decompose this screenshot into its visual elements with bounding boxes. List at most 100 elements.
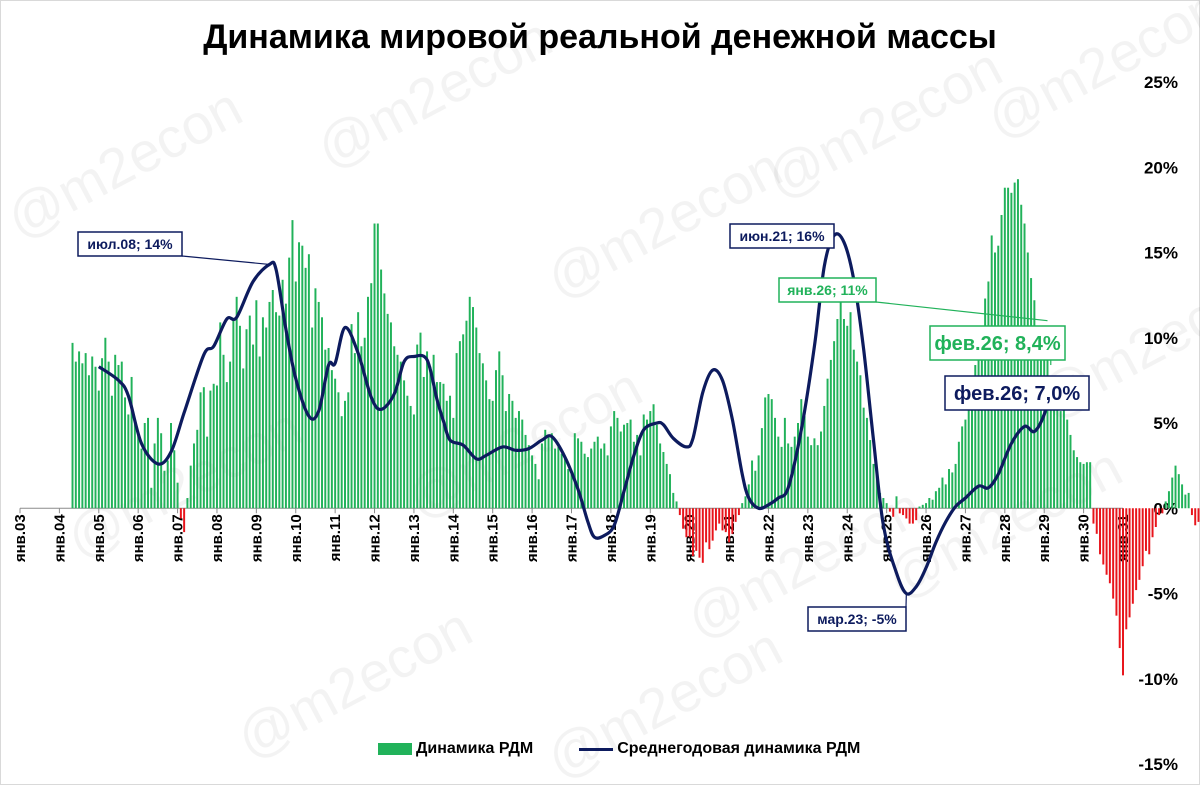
bar: [616, 417, 619, 509]
bar: [94, 366, 97, 509]
bar: [1144, 508, 1147, 551]
bar: [258, 356, 261, 509]
bar: [1062, 397, 1065, 509]
bar: [724, 508, 727, 533]
bar: [695, 508, 698, 551]
bar: [954, 463, 957, 509]
bar: [78, 351, 81, 509]
bar: [1043, 334, 1046, 509]
bar: [557, 446, 560, 509]
bar: [281, 279, 284, 509]
bar: [498, 351, 501, 509]
bar: [977, 347, 980, 509]
bar: [862, 407, 865, 509]
x-tick-label: янв.14: [445, 514, 462, 563]
bar: [160, 433, 163, 509]
bar: [603, 443, 606, 509]
bar: [1135, 508, 1138, 591]
bar: [179, 508, 182, 519]
annotation-box: [944, 375, 1090, 411]
bar: [1082, 463, 1085, 509]
legend-swatch-line: [579, 747, 614, 751]
bar: [426, 351, 429, 509]
bar: [580, 441, 583, 509]
bar: [1089, 462, 1092, 509]
bar: [176, 482, 179, 509]
bar: [537, 479, 540, 509]
bar: [1151, 508, 1154, 538]
annotation-box: [77, 231, 183, 257]
bar: [806, 436, 809, 509]
bar: [265, 327, 268, 509]
annotation-box: [778, 277, 877, 303]
bar: [888, 508, 891, 512]
bar: [823, 405, 826, 509]
bar: [1102, 508, 1105, 565]
bar: [1187, 492, 1190, 509]
bar: [718, 508, 721, 524]
bar: [800, 399, 803, 509]
annotation-feb26-bar: фев.26; 8,4%: [929, 325, 1066, 366]
bar: [895, 496, 898, 509]
bar: [412, 414, 415, 509]
bar: [731, 508, 734, 534]
bar: [209, 390, 212, 509]
bar: [186, 498, 189, 509]
bar: [1092, 508, 1095, 524]
bar: [462, 334, 465, 509]
x-tick-label: янв.23: [800, 514, 817, 562]
bar: [1131, 508, 1134, 604]
bar: [301, 245, 304, 509]
bar: [1105, 508, 1108, 575]
bar: [573, 433, 576, 509]
bar: [780, 446, 783, 509]
bar: [396, 354, 399, 509]
bar: [298, 242, 301, 509]
bar: [1099, 508, 1102, 555]
bar: [1141, 508, 1144, 567]
y-tick-label: 25%: [1144, 73, 1178, 92]
bar: [649, 411, 652, 509]
bar: [314, 288, 317, 509]
bar: [406, 395, 409, 509]
bar: [787, 443, 790, 509]
bar: [852, 349, 855, 509]
bar: [797, 423, 799, 509]
bar: [202, 387, 205, 509]
bar: [255, 300, 258, 509]
bar: [225, 382, 228, 509]
bar: [570, 472, 573, 509]
bar: [81, 363, 84, 509]
bar: [422, 376, 425, 509]
bar: [1053, 378, 1056, 509]
bar: [409, 405, 412, 509]
bar: [577, 438, 580, 509]
bar: [383, 293, 386, 509]
bar: [875, 474, 878, 509]
bar: [885, 503, 888, 509]
bar: [915, 508, 918, 521]
bar: [918, 506, 921, 509]
bar: [774, 417, 777, 509]
bar: [639, 455, 642, 509]
bar: [596, 436, 599, 509]
bar: [783, 417, 786, 509]
bar: [1125, 508, 1128, 630]
bar: [898, 508, 901, 514]
bar: [1046, 342, 1049, 509]
bar: [393, 346, 396, 509]
bar: [386, 313, 389, 509]
x-tick-label: янв.11: [327, 514, 344, 561]
bar: [928, 498, 931, 509]
bar: [842, 319, 845, 509]
bar: [212, 383, 215, 509]
x-tick-label: янв.07: [170, 514, 187, 562]
bar: [1069, 434, 1072, 509]
bar: [865, 417, 868, 509]
bar: [133, 419, 136, 509]
y-tick-label: 20%: [1144, 158, 1178, 177]
bar: [741, 503, 744, 509]
bar: [856, 361, 859, 509]
bar: [721, 508, 724, 531]
bar: [839, 296, 842, 509]
